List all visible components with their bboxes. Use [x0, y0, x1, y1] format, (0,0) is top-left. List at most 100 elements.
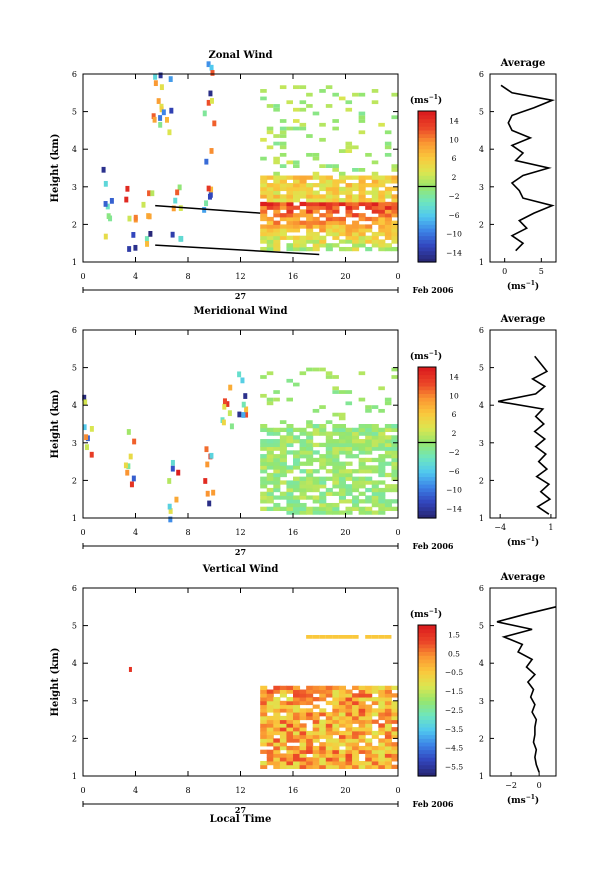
colorbar-segment: [418, 243, 436, 248]
heatmap-cell: [384, 243, 392, 248]
heatmap-cell: [306, 745, 314, 751]
heatmap-cell: [299, 749, 307, 754]
heatmap-cell: [358, 685, 366, 691]
heatmap-cell: [325, 201, 333, 207]
heatmap-cell: [384, 753, 392, 758]
heatmap-cell: [338, 149, 346, 153]
heatmap-cell: [83, 399, 88, 406]
heatmap-cell: [365, 685, 373, 691]
heatmap-cell: [306, 104, 313, 108]
heatmap-cell: [365, 742, 373, 747]
heatmap-cell: [170, 459, 175, 466]
heatmap-cell: [345, 213, 353, 218]
heatmap-cell: [306, 764, 314, 769]
heatmap-cell: [312, 635, 320, 639]
y-tick-label: 2: [72, 734, 77, 743]
heatmap-cell: [312, 697, 320, 702]
heatmap-cell: [325, 175, 333, 180]
heatmap-cell: [293, 749, 301, 754]
heatmap-cell: [352, 186, 360, 192]
heatmap-cell: [352, 213, 360, 218]
heatmap-cell: [332, 480, 340, 485]
heatmap-cell: [384, 179, 392, 184]
heatmap-cell: [345, 704, 353, 709]
heatmap-cell: [371, 194, 379, 199]
heatmap-cell: [365, 704, 373, 709]
heatmap-cell: [299, 502, 307, 508]
heatmap-cell: [332, 427, 340, 433]
heatmap-cell: [319, 228, 327, 233]
colorbar-segment: [418, 734, 436, 739]
trace-line: [155, 244, 320, 256]
colorbar-segment: [418, 427, 436, 432]
heatmap-cell: [325, 491, 333, 496]
heatmap-cell: [338, 708, 346, 713]
heatmap-cell: [279, 183, 287, 188]
heatmap-cell: [286, 427, 294, 433]
heatmap-cell: [306, 228, 314, 233]
heatmap-cell: [371, 198, 379, 203]
heatmap-cell: [378, 700, 386, 706]
colorbar-segment: [418, 506, 436, 512]
heatmap-cell: [273, 224, 281, 229]
heatmap-cell: [312, 689, 320, 694]
heatmap-cell: [106, 213, 111, 220]
heatmap-cell: [352, 715, 360, 721]
heatmap-cell: [371, 685, 379, 691]
heatmap-cell: [279, 461, 287, 466]
heatmap-cell: [365, 730, 373, 736]
heatmap-cell: [345, 461, 353, 466]
heatmap-cell: [306, 194, 314, 199]
heatmap-cell: [125, 185, 130, 192]
heatmap-cell: [338, 231, 346, 237]
heatmap-cell: [273, 190, 281, 195]
heatmap-cell: [345, 442, 353, 448]
heatmap-cell: [358, 216, 366, 222]
heatmap-cell: [325, 431, 333, 436]
heatmap-cell: [286, 506, 294, 511]
heatmap-cell: [384, 427, 392, 433]
colorbar-tick-label: 14: [449, 116, 459, 125]
heatmap-cell: [260, 704, 268, 709]
colorbar-segment: [418, 655, 436, 660]
heatmap-cell: [391, 446, 399, 451]
heatmap-cell: [332, 757, 340, 762]
heatmap-cell: [273, 700, 281, 706]
colorbar-segment: [418, 662, 436, 668]
heatmap-cell: [384, 685, 392, 691]
heatmap-cell: [299, 476, 307, 481]
colorbar-segment: [418, 510, 436, 515]
colorbar-segment: [418, 216, 436, 222]
heatmap-cell: [293, 764, 301, 769]
heatmap-cell: [293, 183, 301, 188]
x-tick-label: 12: [235, 528, 245, 537]
heatmap-cell: [378, 472, 386, 478]
heatmap-cell: [371, 439, 379, 444]
heatmap-cell: [279, 723, 287, 728]
heatmap-cell: [173, 197, 178, 204]
average-y-tick-label: 1: [479, 772, 484, 781]
heatmap-cell: [345, 749, 353, 754]
heatmap-cell: [391, 499, 399, 504]
heatmap-cell: [178, 235, 183, 242]
heatmap-cell: [266, 201, 274, 207]
heatmap-cell: [266, 693, 274, 698]
heatmap-cell: [352, 704, 360, 709]
heatmap-cell: [384, 401, 392, 406]
heatmap-cell: [384, 472, 392, 478]
heatmap-cell: [293, 85, 300, 90]
heatmap-cell: [325, 749, 333, 754]
colorbar-segment: [418, 412, 436, 417]
colorbar-unit: (ms−1): [410, 608, 442, 620]
heatmap-cell: [391, 745, 399, 751]
heatmap-cell: [358, 235, 366, 240]
heatmap-cell: [293, 220, 301, 225]
average-y-tick-label: 5: [479, 622, 484, 631]
heatmap-cell: [306, 760, 314, 766]
heatmap-cell: [293, 708, 301, 713]
heatmap-cell: [365, 753, 373, 758]
heatmap-cell: [286, 715, 294, 721]
heatmap-cell: [345, 745, 353, 751]
heatmap-cell: [306, 134, 313, 138]
